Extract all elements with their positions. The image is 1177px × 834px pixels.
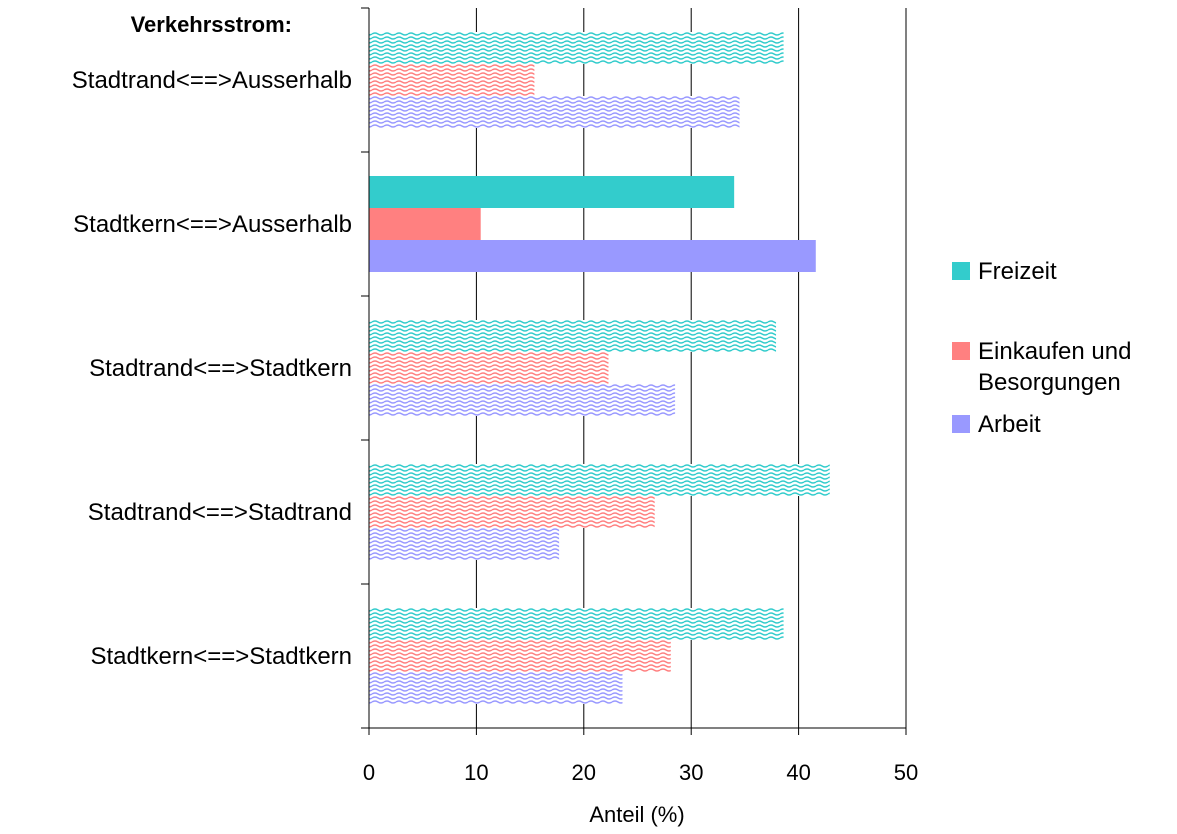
legend-swatch bbox=[952, 262, 970, 280]
legend: Freizeit Einkaufen und Besorgungen Arbeit bbox=[952, 258, 1131, 438]
row-title: Verkehrsstrom: bbox=[131, 12, 292, 37]
x-tick-label: 20 bbox=[572, 760, 596, 785]
legend-label: Arbeit bbox=[978, 411, 1041, 438]
bar bbox=[369, 96, 740, 128]
x-tick-label: 10 bbox=[464, 760, 488, 785]
category-label: Stadtrand<==>Ausserhalb bbox=[72, 67, 352, 94]
bar bbox=[369, 608, 784, 640]
x-tick-label: 0 bbox=[363, 760, 375, 785]
bar bbox=[369, 64, 535, 96]
legend-label: Einkaufen und bbox=[978, 338, 1131, 365]
legend-label: Besorgungen bbox=[978, 369, 1121, 396]
category-label: Stadtkern<==>Stadtkern bbox=[90, 643, 352, 670]
bar bbox=[369, 528, 560, 560]
bar bbox=[369, 496, 655, 528]
axes bbox=[361, 7, 907, 735]
bar bbox=[369, 320, 777, 352]
x-tick-label: 50 bbox=[894, 760, 918, 785]
category-label: Stadtrand<==>Stadtrand bbox=[88, 499, 352, 526]
bar bbox=[369, 32, 784, 64]
legend-label: Freizeit bbox=[978, 258, 1057, 285]
bar bbox=[369, 640, 671, 672]
bar bbox=[369, 464, 830, 496]
bar bbox=[369, 384, 676, 416]
legend-swatch bbox=[952, 415, 970, 433]
bars bbox=[369, 32, 830, 704]
category-label: Stadtrand<==>Stadtkern bbox=[89, 355, 352, 382]
category-label: Stadtkern<==>Ausserhalb bbox=[73, 211, 352, 238]
x-axis-title: Anteil (%) bbox=[589, 802, 684, 827]
bar bbox=[369, 672, 623, 704]
x-tick-label: 30 bbox=[679, 760, 703, 785]
legend-swatch bbox=[952, 342, 970, 360]
bar bbox=[369, 352, 609, 384]
bar bbox=[369, 176, 735, 208]
bar bbox=[369, 240, 816, 272]
bar bbox=[369, 208, 481, 240]
x-tick-label: 40 bbox=[786, 760, 810, 785]
labels: Verkehrsstrom: Anteil (%) 0 10 20 30 40 50 Sta… bbox=[72, 12, 918, 827]
